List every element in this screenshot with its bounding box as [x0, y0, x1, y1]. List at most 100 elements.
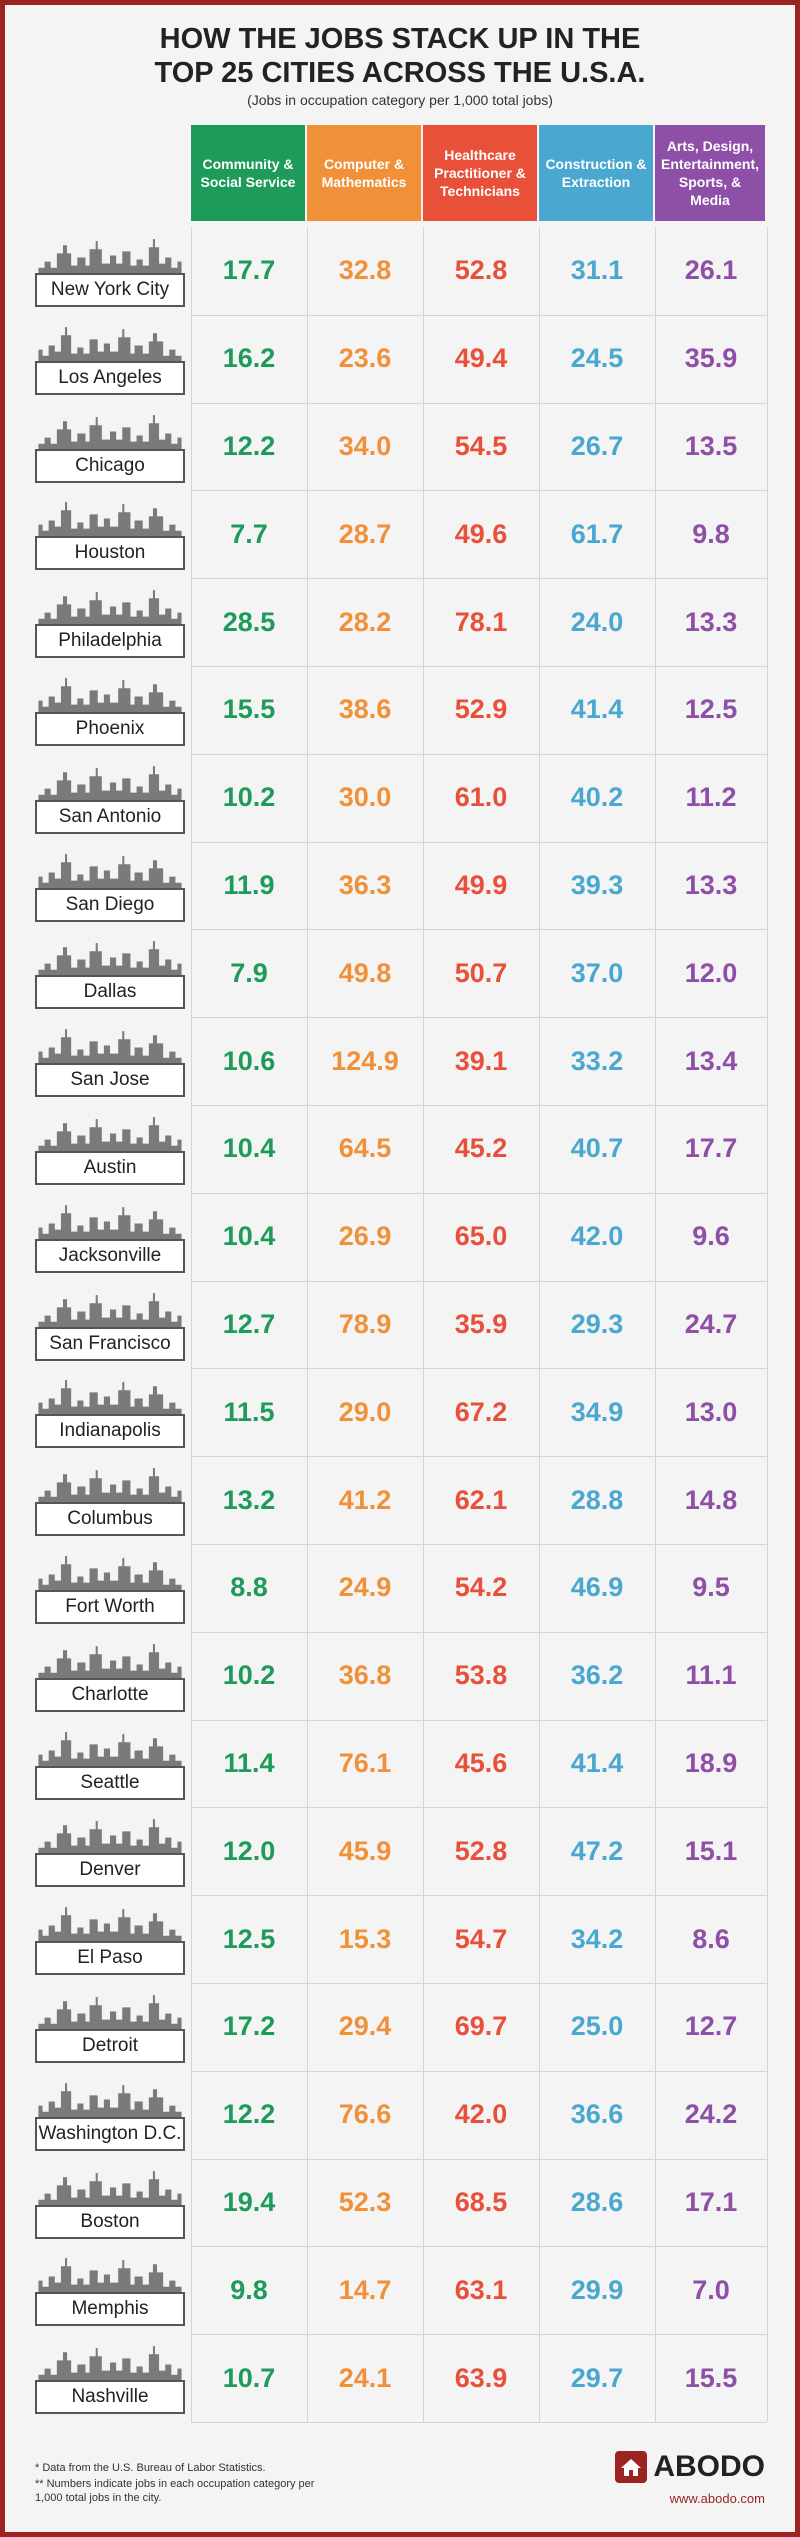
cell-value: 28.6: [570, 2186, 624, 2217]
cell-value: 37.0: [570, 957, 624, 988]
logo-text: ABODO: [653, 2450, 765, 2483]
cell-value: 17.1: [684, 2186, 738, 2217]
cell-value: 10.2: [222, 782, 276, 813]
cell-value: 32.8: [338, 255, 392, 286]
column-header: Healthcare Practitioner & Technicians: [423, 125, 537, 221]
cell-value: 49.8: [338, 957, 392, 988]
cell-value: 50.7: [454, 957, 508, 988]
city-name: Seattle: [35, 1765, 185, 1800]
city-name: San Francisco: [35, 1326, 185, 1361]
grid-line: [191, 1192, 767, 1194]
city-name: Nashville: [35, 2380, 185, 2415]
cell-value: 41.2: [338, 1484, 392, 1515]
cell-value: 12.5: [222, 1923, 276, 1954]
grid-line: [191, 2334, 767, 2336]
cell-value: 45.9: [338, 1835, 392, 1866]
cell-value: 49.9: [454, 869, 508, 900]
grid-line: [191, 1631, 767, 1633]
grid-line: [655, 227, 656, 2422]
grid-line: [191, 490, 767, 492]
cell-value: 13.2: [222, 1484, 276, 1515]
cell-value: 61.0: [454, 782, 508, 813]
cell-value: 63.9: [454, 2362, 508, 2393]
cell-value: 11.4: [223, 1747, 275, 1778]
cell-value: 24.7: [684, 1308, 738, 1339]
grid-line: [191, 1983, 767, 1984]
cell-value: 15.5: [684, 2362, 738, 2393]
cell-value: 76.1: [338, 1747, 392, 1778]
cell-value: 17.7: [222, 255, 276, 286]
cell-value: 36.2: [570, 1660, 624, 1691]
cell-value: 9.8: [692, 518, 730, 549]
cell-value: 63.1: [454, 2274, 508, 2305]
cell-value: 46.9: [570, 1572, 624, 1603]
cell-value: 42.0: [570, 1221, 624, 1252]
cell-value: 8.6: [692, 1923, 730, 1954]
cell-value: 52.8: [454, 255, 508, 286]
cell-value: 12.2: [222, 2099, 276, 2130]
cell-value: 9.8: [230, 2274, 268, 2305]
cell-value: 11.9: [223, 869, 275, 900]
grid-line: [191, 1456, 767, 1458]
city-name: Indianapolis: [35, 1414, 185, 1449]
cell-value: 62.1: [454, 1484, 508, 1515]
cell-value: 45.6: [454, 1747, 508, 1778]
cell-value: 33.2: [570, 1045, 624, 1076]
footnote: * Data from the U.S. Bureau of Labor Sta…: [35, 2462, 266, 2474]
column-header: Community & Social Service: [191, 125, 305, 221]
cell-value: 15.1: [684, 1835, 738, 1866]
city-name: San Jose: [35, 1063, 185, 1098]
cell-value: 68.5: [454, 2186, 508, 2217]
cell-value: 25.0: [570, 2011, 624, 2042]
cell-value: 69.7: [454, 2011, 508, 2042]
cell-value: 26.7: [570, 430, 624, 461]
cell-value: 45.2: [454, 1133, 508, 1164]
title-line: TOP 25 CITIES ACROSS THE U.S.A.: [154, 57, 646, 89]
cell-value: 26.1: [684, 255, 738, 286]
city-name: Austin: [35, 1151, 185, 1185]
cell-value: 12.2: [222, 430, 276, 461]
grid-line: [767, 227, 768, 2422]
cell-value: 11.1: [685, 1660, 737, 1691]
city-name: Memphis: [35, 2292, 185, 2327]
cell-value: 78.1: [454, 606, 508, 637]
cell-value: 24.2: [684, 2099, 738, 2130]
cell-value: 16.2: [222, 343, 276, 374]
cell-value: 36.8: [338, 1660, 392, 1691]
column-header: Construction & Extraction: [539, 125, 653, 221]
grid-line: [191, 1544, 767, 1545]
cell-value: 12.0: [222, 1835, 276, 1866]
grid-line: [191, 1719, 767, 1721]
cell-value: 8.8: [230, 1572, 268, 1603]
cell-value: 26.9: [338, 1221, 392, 1252]
grid-line: [191, 314, 767, 316]
grid-line: [191, 1105, 767, 1106]
cell-value: 52.3: [338, 2186, 392, 2217]
cell-value: 35.9: [454, 1308, 508, 1339]
cell-value: 40.2: [570, 782, 624, 813]
grid-line: [191, 2246, 767, 2248]
cell-value: 28.7: [338, 518, 392, 549]
grid-line: [307, 227, 308, 2422]
city-name: Denver: [35, 1853, 185, 1888]
city-name: Washington D.C.: [35, 2116, 185, 2151]
cell-value: 41.4: [570, 694, 624, 725]
cell-value: 54.5: [454, 430, 508, 461]
city-name: Boston: [35, 2204, 185, 2239]
logo-icon: [615, 2451, 648, 2483]
cell-value: 9.6: [692, 1221, 730, 1252]
cell-value: 36.3: [338, 869, 392, 900]
cell-value: 10.4: [222, 1221, 276, 1252]
logo: ABODO: [615, 2450, 765, 2484]
city-name: Fort Worth: [35, 1590, 185, 1624]
cell-value: 14.7: [338, 2274, 392, 2305]
city-name: New York City: [35, 273, 185, 307]
cell-value: 54.2: [454, 1572, 508, 1603]
city-name: Charlotte: [35, 1677, 185, 1712]
cell-value: 61.7: [570, 518, 624, 549]
grid-line: [191, 1807, 767, 1809]
cell-value: 64.5: [338, 1133, 392, 1164]
cell-value: 13.3: [684, 606, 738, 637]
cell-value: 10.6: [222, 1045, 276, 1076]
cell-value: 10.4: [222, 1133, 276, 1164]
